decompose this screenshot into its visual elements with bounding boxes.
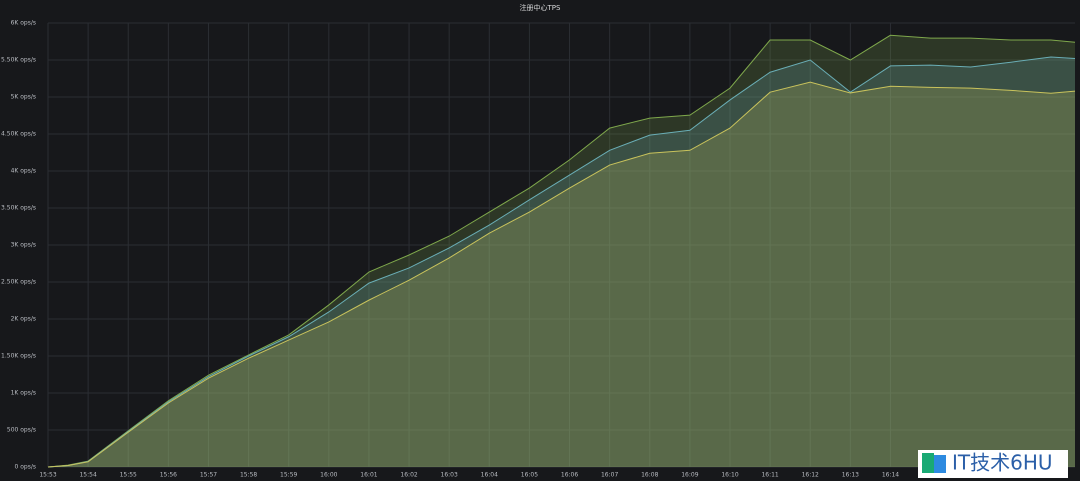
series-line [47, 34, 1076, 468]
area-fill [48, 35, 1075, 468]
series-line [47, 56, 1076, 468]
x-tick-label: 16:01 [360, 472, 377, 479]
x-tick-label: 15:54 [79, 472, 96, 479]
x-tick-label: 16:10 [721, 472, 738, 479]
y-tick-label: 4K ops/s [11, 168, 36, 175]
x-tick-label: 16:14 [882, 472, 899, 479]
watermark-text: IT技术6HU [952, 451, 1053, 475]
x-tick-label: 16:02 [400, 472, 417, 479]
y-tick-label: 0 ops/s [15, 464, 36, 471]
chart-title: 注册中心TPS [520, 3, 561, 12]
area-fill [48, 82, 1075, 467]
x-tick-label: 15:58 [240, 472, 257, 479]
watermark: IT技术6HU [918, 450, 1068, 478]
watermark-icon [934, 455, 946, 473]
x-tick-label: 15:53 [39, 472, 56, 479]
y-tick-label: 1.50K ops/s [1, 353, 36, 360]
watermark-icon [922, 453, 934, 473]
x-tick-label: 16:13 [842, 472, 859, 479]
y-tick-label: 5K ops/s [11, 94, 36, 101]
x-tick-label: 15:56 [160, 472, 177, 479]
y-tick-label: 3K ops/s [11, 242, 36, 249]
y-tick-label: 2K ops/s [11, 316, 36, 323]
x-tick-label: 16:05 [521, 472, 538, 479]
y-tick-label: 3.50K ops/s [1, 205, 36, 212]
x-tick-label: 16:06 [561, 472, 578, 479]
y-tick-label: 2.50K ops/s [1, 279, 36, 286]
x-tick-label: 16:04 [481, 472, 498, 479]
y-tick-label: 5.50K ops/s [1, 57, 36, 64]
x-tick-label: 16:00 [320, 472, 337, 479]
series-line [47, 81, 1076, 468]
x-tick-label: 15:55 [120, 472, 137, 479]
y-tick-label: 4.50K ops/s [1, 131, 36, 138]
x-tick-label: 16:12 [802, 472, 819, 479]
x-tick-label: 16:11 [761, 472, 778, 479]
y-tick-label: 6K ops/s [11, 20, 36, 27]
x-tick-label: 16:07 [601, 472, 618, 479]
x-tick-label: 15:57 [200, 472, 217, 479]
x-tick-label: 16:09 [681, 472, 698, 479]
x-tick-label: 16:03 [441, 472, 458, 479]
y-tick-label: 1K ops/s [11, 390, 36, 397]
x-tick-label: 15:59 [280, 472, 297, 479]
x-tick-label: 16:08 [641, 472, 658, 479]
area-fill [48, 57, 1075, 467]
y-tick-label: 500 ops/s [7, 427, 36, 434]
